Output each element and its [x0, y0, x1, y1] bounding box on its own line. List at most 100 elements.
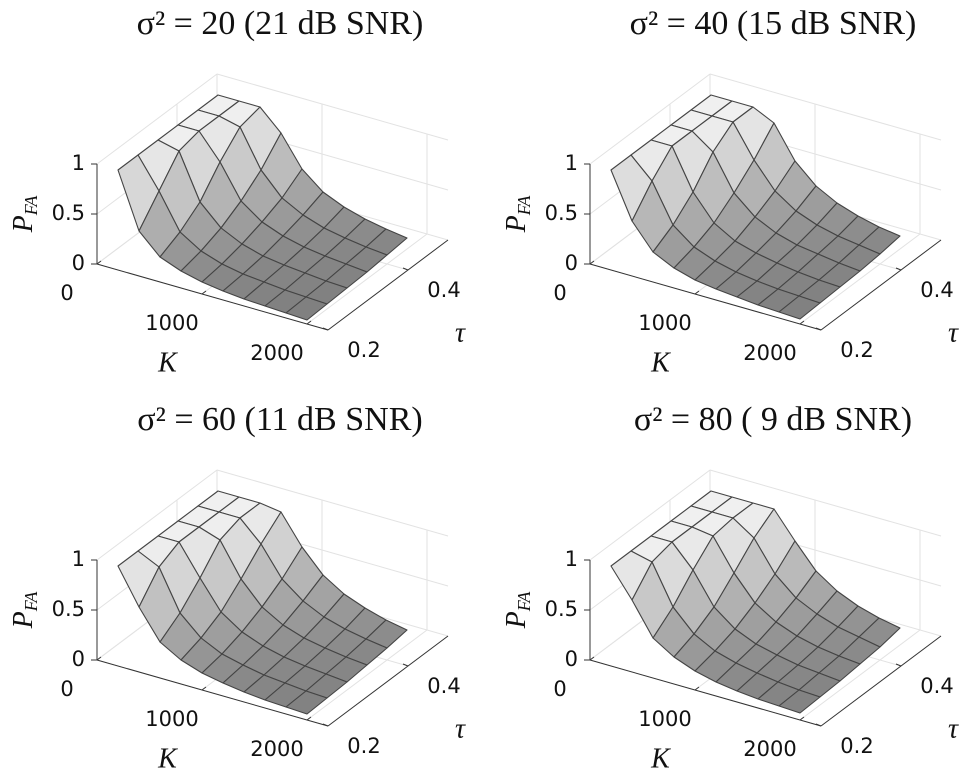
y-tick-label: 0.4	[920, 278, 953, 302]
y-tick-label: 0.4	[427, 278, 460, 302]
z-tick-label: 0	[72, 647, 85, 671]
x-tick-label: 1000	[145, 707, 198, 731]
x-tick	[306, 716, 312, 721]
z-tick-label: 0	[72, 251, 85, 275]
y-tick-label: 0.2	[840, 338, 873, 362]
y-tick	[402, 267, 409, 271]
x-tick	[201, 686, 207, 691]
grid-line	[589, 469, 711, 561]
y-tick	[815, 327, 822, 331]
chart-title: σ² = 40 (15 dB SNR)	[630, 5, 917, 42]
z-axis-label-sub: FA	[21, 591, 41, 613]
grid-line	[799, 629, 921, 721]
x-tick-label: 1000	[145, 311, 198, 335]
x-tick-label: 2000	[743, 341, 796, 365]
grid-line	[709, 469, 942, 537]
surface-patch	[285, 296, 328, 321]
z-axis-label: PFA	[501, 591, 534, 630]
z-tick-label: 0.5	[545, 201, 578, 225]
grid-line	[589, 73, 711, 165]
y-axis	[820, 239, 942, 331]
x-tick-label: 0	[60, 281, 73, 305]
chart-title: σ² = 20 (21 dB SNR)	[137, 5, 424, 42]
y-tick-label: 0.2	[347, 734, 380, 758]
chart-title: σ² = 60 (11 dB SNR)	[137, 401, 422, 438]
grid-line	[709, 73, 942, 141]
x-axis-label: K	[650, 743, 671, 774]
grid-line	[216, 469, 449, 537]
z-axis-label-main: P	[8, 611, 39, 629]
z-axis-label-main: P	[501, 611, 532, 629]
x-tick-label: 2000	[250, 341, 303, 365]
surface-patch	[778, 689, 821, 714]
x-tick	[96, 260, 102, 265]
x-tick-label: 0	[553, 281, 566, 305]
x-tick	[306, 320, 312, 325]
x-tick	[589, 656, 595, 661]
y-axis	[820, 635, 942, 727]
surface-patch	[778, 295, 821, 320]
z-tick-label: 1	[565, 151, 578, 175]
z-axis-label-sub: FA	[514, 591, 534, 613]
x-tick-label: 1000	[638, 707, 691, 731]
x-tick	[799, 320, 805, 325]
x-axis-label: K	[650, 347, 671, 378]
subplot: 0 0.5 1 0 1000 2000 0.2 0.4 σ² = 60 (11 dB SNR) K…	[8, 401, 466, 775]
x-tick	[96, 656, 102, 661]
y-tick-label: 0.4	[427, 674, 460, 698]
y-tick	[402, 663, 409, 667]
y-tick	[815, 723, 822, 727]
z-tick-label: 1	[72, 151, 85, 175]
subplot: 0 0.5 1 0 1000 2000 0.2 0.4 σ² = 20 (21 dB SNR) K…	[8, 5, 466, 379]
z-tick-label: 0.5	[52, 201, 85, 225]
x-tick-label: 0	[60, 677, 73, 701]
z-axis-label-main: P	[8, 215, 39, 233]
y-axis-label: τ	[948, 713, 959, 744]
x-tick	[799, 716, 805, 721]
y-tick-label: 0.2	[347, 338, 380, 362]
y-axis-label: τ	[455, 317, 466, 348]
z-axis-label-sub: FA	[514, 195, 534, 217]
z-axis-label-sub: FA	[21, 195, 41, 217]
y-tick-label: 0.2	[840, 734, 873, 758]
x-tick-label: 1000	[638, 311, 691, 335]
x-axis-label: K	[157, 347, 178, 378]
x-tick-label: 0	[553, 677, 566, 701]
z-tick-label: 0	[565, 251, 578, 275]
x-tick	[201, 290, 207, 295]
z-tick-label: 1	[72, 547, 85, 571]
x-tick-label: 2000	[743, 737, 796, 761]
subplot: 0 0.5 1 0 1000 2000 0.2 0.4 σ² = 40 (15 dB SNR) K…	[501, 5, 959, 379]
x-axis	[96, 263, 329, 331]
z-axis-label: PFA	[501, 195, 534, 234]
y-tick	[895, 663, 902, 667]
y-tick	[322, 723, 329, 727]
x-axis-label: K	[157, 743, 178, 774]
y-axis-label: τ	[455, 713, 466, 744]
y-axis	[327, 239, 449, 331]
z-tick-label: 0.5	[545, 597, 578, 621]
grid-line	[96, 469, 218, 561]
subplot: 0 0.5 1 0 1000 2000 0.2 0.4 σ² = 80 ( 9 dB SNR) K…	[501, 401, 959, 775]
y-axis-label: τ	[948, 317, 959, 348]
z-axis-label: PFA	[8, 195, 41, 234]
x-tick-label: 2000	[250, 737, 303, 761]
grid-line	[799, 233, 921, 325]
surface-patch	[285, 690, 328, 715]
y-tick	[895, 267, 902, 271]
y-tick-label: 0.4	[920, 674, 953, 698]
y-axis	[327, 635, 449, 727]
x-tick	[694, 686, 700, 691]
y-tick	[322, 327, 329, 331]
grid-line	[306, 629, 428, 721]
x-axis	[96, 659, 329, 727]
z-tick-label: 0.5	[52, 597, 85, 621]
grid-line	[306, 233, 428, 325]
z-axis-label-main: P	[501, 215, 532, 233]
z-axis-label: PFA	[8, 591, 41, 630]
x-tick	[589, 260, 595, 265]
grid-line	[96, 73, 218, 165]
x-tick	[694, 290, 700, 295]
x-axis	[589, 263, 822, 331]
